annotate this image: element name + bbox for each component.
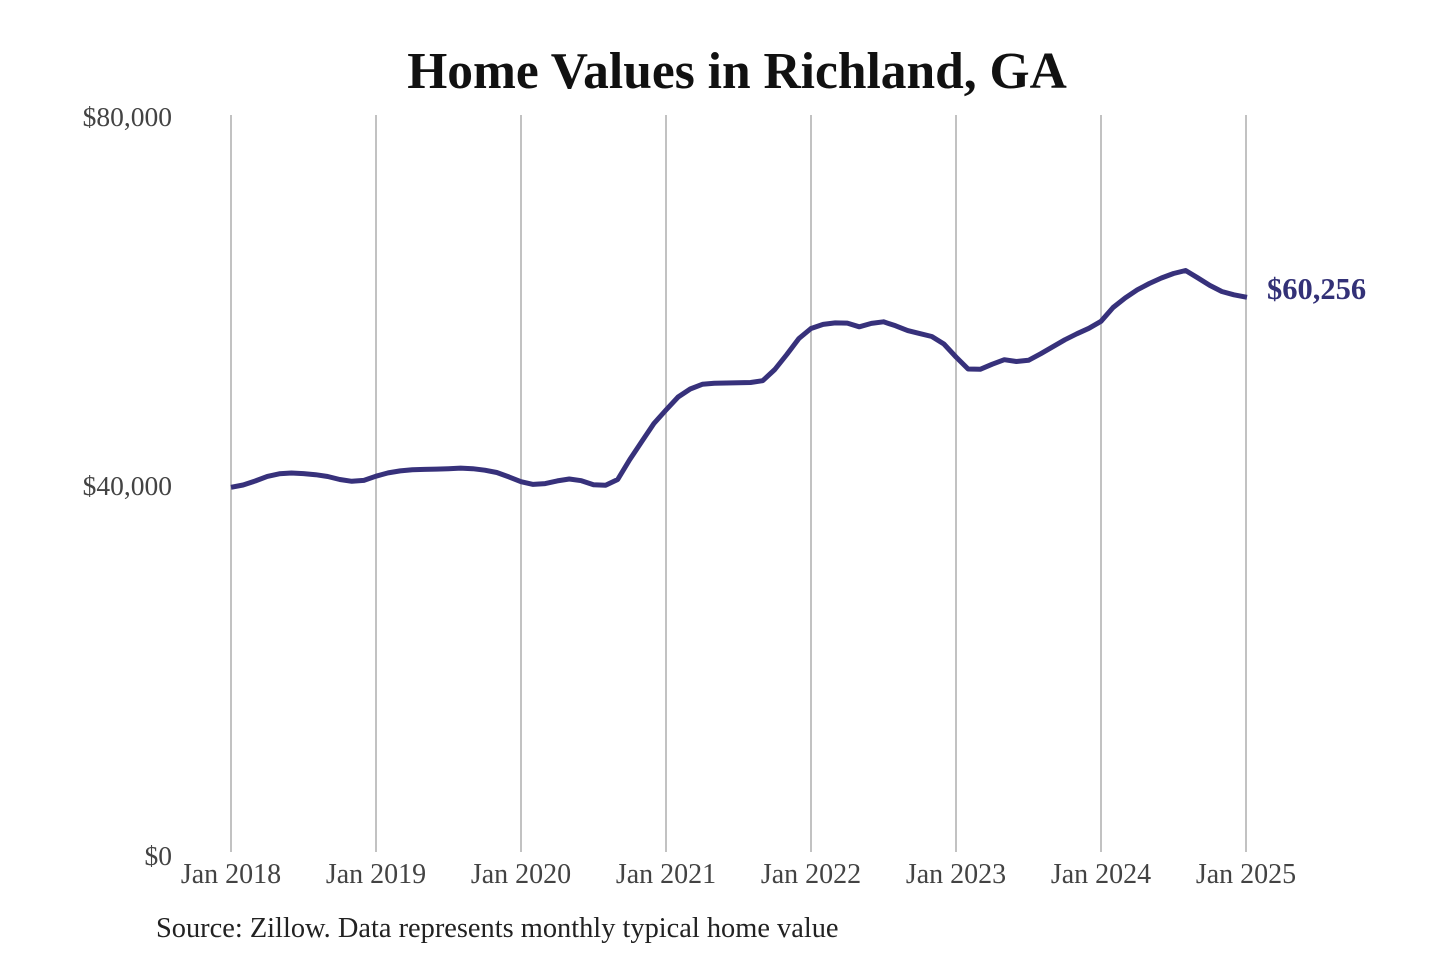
svg-text:Jan 2025: Jan 2025 bbox=[1196, 859, 1296, 890]
svg-text:Source: Zillow. Data represent: Source: Zillow. Data represents monthly … bbox=[156, 913, 839, 944]
svg-text:$60,256: $60,256 bbox=[1267, 272, 1366, 306]
svg-text:Jan 2021: Jan 2021 bbox=[616, 859, 716, 890]
svg-text:$80,000: $80,000 bbox=[83, 101, 172, 132]
svg-text:Jan 2019: Jan 2019 bbox=[326, 859, 426, 890]
svg-text:$40,000: $40,000 bbox=[83, 470, 172, 501]
svg-text:Jan 2018: Jan 2018 bbox=[181, 859, 281, 890]
svg-text:Jan 2020: Jan 2020 bbox=[471, 859, 571, 890]
svg-text:Jan 2023: Jan 2023 bbox=[906, 859, 1006, 890]
svg-text:Home Values in Richland, GA: Home Values in Richland, GA bbox=[407, 43, 1067, 100]
svg-text:$0: $0 bbox=[145, 840, 173, 871]
svg-text:Jan 2022: Jan 2022 bbox=[761, 859, 861, 890]
svg-text:Jan 2024: Jan 2024 bbox=[1051, 859, 1151, 890]
